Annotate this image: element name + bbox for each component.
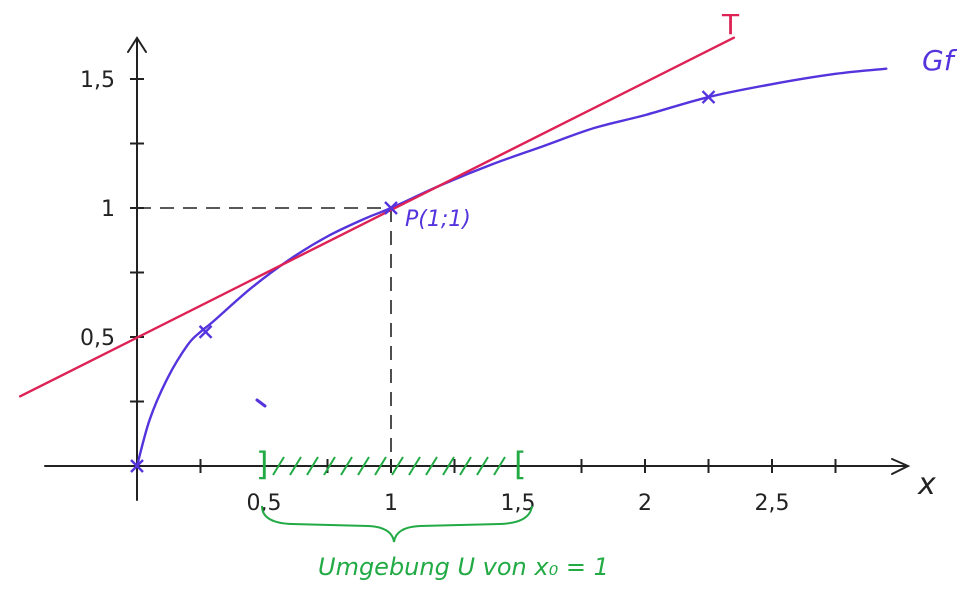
point-marker [198,324,213,339]
interval-hatch [357,456,370,476]
interval-hatch [289,456,302,476]
interval-hatch [425,456,438,476]
interval-hatch [340,456,353,476]
interval-hatch [493,456,506,476]
point-label: P(1;1) [405,207,471,232]
series-lines [18,36,888,468]
y-tick-label: 1,5 [80,68,115,93]
point-marker [384,201,398,215]
point-marker [701,90,716,104]
neighborhood-label: Umgebung U von x₀ = 1 [318,553,609,581]
interval-hatch [374,456,387,476]
neighborhood-interval: ][ [256,445,526,483]
point-marker-stroke [198,324,213,339]
interval-left-bracket: ] [256,445,268,483]
y-tick-label: 1 [101,197,115,222]
tangent-label: T [721,8,740,41]
x-axis-label: x [917,467,936,502]
x-tick-label: 2,5 [755,491,790,516]
marked-points [130,90,716,473]
y-axis-arrow [127,36,147,53]
interval-hatch [442,456,455,476]
series-t [18,36,736,398]
point-marker-stroke [130,459,144,473]
interval-hatch [459,456,472,476]
x-axis-arrow [891,458,911,475]
neighborhood-brace [261,505,533,543]
stray-mark [255,398,267,408]
y-tick-label: 0,5 [80,326,115,351]
interval-hatch [306,456,319,476]
interval-hatch [272,456,285,476]
guide-lines [137,207,392,466]
interval-hatch [476,456,489,476]
series-gf [135,67,888,468]
curve-label: Gf [922,44,958,77]
point-marker [130,459,144,473]
interval-hatch [408,456,421,476]
point-marker-stroke [384,201,398,215]
interval-hatch [391,456,404,476]
x-tick-label: 1 [384,491,398,516]
interval-right-bracket: [ [514,445,526,483]
point-marker-stroke [701,90,716,104]
x-tick-label: 2 [638,491,652,516]
interval-hatch [323,456,336,476]
axes [44,36,911,501]
x-ticks: 0,5 1 1,5 2 2,5 [199,459,837,516]
